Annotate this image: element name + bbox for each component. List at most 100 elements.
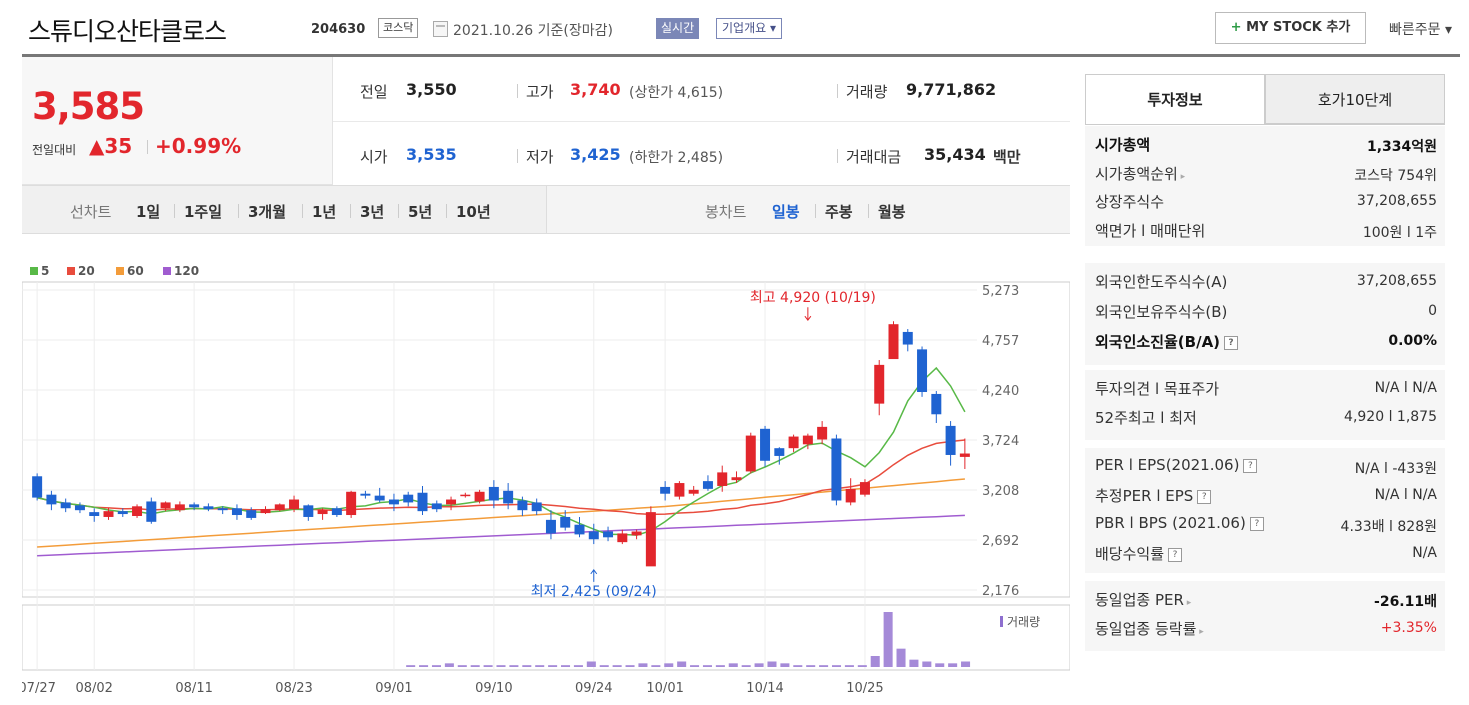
candlestick-chart[interactable]: 5 20 60 120 5,273 4,757 4,240 3,724 3,208 2,692 2… — [22, 250, 1070, 705]
candle-daily[interactable]: 일봉 — [772, 203, 800, 221]
divider — [350, 204, 351, 218]
low-value: 3,425 — [570, 145, 621, 164]
range-1y[interactable]: 1년 — [312, 203, 337, 221]
volume-bar — [548, 665, 558, 667]
chevron-right-icon[interactable]: ▸ — [1196, 626, 1204, 637]
change-percent: +0.99% — [155, 134, 242, 158]
y-tick-label: 3,208 — [982, 484, 1019, 499]
volume-bar — [664, 663, 674, 667]
candle-down — [831, 438, 842, 501]
volume-bar — [586, 661, 596, 667]
info-value: N/A l N/A — [1374, 380, 1437, 396]
candle-down — [374, 495, 385, 501]
volume-bar — [419, 665, 429, 667]
candle-up — [132, 506, 143, 516]
info-value: 코스닥 754위 — [1354, 167, 1437, 184]
info-value: -26.11배 — [1374, 594, 1437, 610]
help-icon[interactable]: ? — [1249, 516, 1264, 531]
prev-close-value: 3,550 — [406, 80, 457, 99]
candle-up — [788, 436, 799, 449]
candle-weekly[interactable]: 주봉 — [825, 203, 853, 221]
info-label: PBR l BPS (2021.06)? — [1095, 514, 1264, 532]
info-label-text: 동일업종 PER — [1095, 591, 1184, 609]
candle-up — [717, 472, 728, 486]
x-tick-label: 10/25 — [846, 681, 883, 696]
info-value: N/A l -433원 — [1354, 461, 1437, 477]
range-5y[interactable]: 5년 — [408, 203, 433, 221]
help-icon[interactable]: ? — [1224, 335, 1239, 350]
divider — [517, 84, 518, 98]
volume-bar — [599, 665, 609, 667]
x-tick-label: 09/24 — [575, 681, 612, 696]
legend-label-5: 5 — [41, 264, 49, 278]
chevron-right-icon[interactable]: ▸ — [1183, 598, 1192, 608]
legend-swatch-5 — [30, 267, 38, 275]
info-value: 0.00% — [1388, 333, 1437, 349]
high-value: 3,740 — [570, 80, 621, 99]
info-label: 시가총액 — [1095, 134, 1150, 155]
candle-down — [603, 531, 614, 538]
candle-monthly[interactable]: 월봉 — [878, 203, 906, 221]
info-label-text: 시가총액순위 — [1095, 164, 1178, 183]
range-3y[interactable]: 3년 — [360, 203, 385, 221]
quick-order-dropdown[interactable]: 빠른주문 ▾ — [1389, 22, 1452, 38]
info-section-s4: PER l EPS(2021.06)? N/A l -433원 추정PER l EP… — [1085, 448, 1445, 573]
add-my-stock-button[interactable]: + MY STOCK 추가 — [1215, 12, 1366, 44]
volume-bar — [806, 665, 816, 667]
info-label: 동일업종 PER ▸ — [1095, 589, 1191, 610]
high-arrow-icon — [804, 307, 812, 322]
candle-down — [431, 503, 442, 510]
info-value: 0 — [1428, 303, 1437, 319]
low-arrow-icon — [590, 569, 598, 582]
divider — [333, 121, 1070, 122]
range-10y[interactable]: 10년 — [456, 203, 491, 221]
info-value: 37,208,655 — [1356, 193, 1437, 209]
candle-down — [931, 393, 942, 415]
help-icon[interactable]: ? — [1243, 458, 1258, 473]
info-label-text: PBR l BPS (2021.06) — [1095, 514, 1246, 532]
tab-investment-info[interactable]: 투자정보 — [1085, 74, 1265, 124]
candle-down — [46, 494, 57, 505]
volume-bar — [728, 663, 738, 667]
info-value: 4,920 l 1,875 — [1344, 408, 1437, 425]
volume-bar — [612, 665, 622, 667]
range-1d[interactable]: 1일 — [136, 203, 161, 221]
chevron-right-icon[interactable]: ▸ — [1177, 171, 1186, 182]
stock-name: 스튜디오산타클로스 — [28, 17, 227, 46]
candle-up — [260, 509, 271, 514]
candle-down — [560, 516, 571, 528]
candle-down — [117, 511, 128, 515]
candle-up — [731, 477, 742, 481]
x-tick-label: 10/01 — [646, 681, 683, 696]
low-label: 저가 — [526, 148, 554, 166]
candle-down — [774, 448, 785, 456]
change-label: 전일대비 — [32, 143, 77, 157]
help-icon[interactable]: ? — [1168, 547, 1183, 562]
divider — [815, 204, 816, 218]
x-tick-label: 10/14 — [746, 681, 783, 696]
candle-up — [446, 499, 457, 505]
tab-order-book[interactable]: 호가10단계 — [1265, 74, 1445, 124]
candle-up — [859, 482, 870, 495]
divider — [174, 204, 175, 218]
candle-up — [103, 511, 114, 517]
company-overview-dropdown[interactable]: 기업개요 ▾ — [716, 18, 782, 39]
investment-info-panel: 투자정보 호가10단계 시가총액 1,334억원 시가총액순위 ▸ 코스닥 754위 상… — [1085, 74, 1445, 659]
range-1w[interactable]: 1주일 — [184, 203, 223, 221]
volume-legend-swatch — [1000, 616, 1003, 627]
candle-up — [317, 510, 328, 515]
candle-up — [460, 494, 471, 497]
info-label-text: 투자의견 l 목표주가 — [1095, 380, 1220, 398]
candle-down — [203, 506, 214, 510]
candle-down — [702, 481, 713, 489]
range-3m[interactable]: 3개월 — [248, 203, 287, 221]
legend-label-20: 20 — [78, 264, 95, 278]
legend-label-60: 60 — [127, 264, 144, 278]
volume-bar — [831, 665, 842, 667]
info-label: 외국인보유주식수(B) — [1095, 301, 1227, 322]
ma-20-line — [36, 439, 965, 516]
candle-down — [146, 501, 157, 522]
realtime-button[interactable]: 실시간 — [656, 18, 700, 39]
candle-down — [360, 493, 371, 496]
help-icon[interactable]: ? — [1197, 489, 1212, 504]
